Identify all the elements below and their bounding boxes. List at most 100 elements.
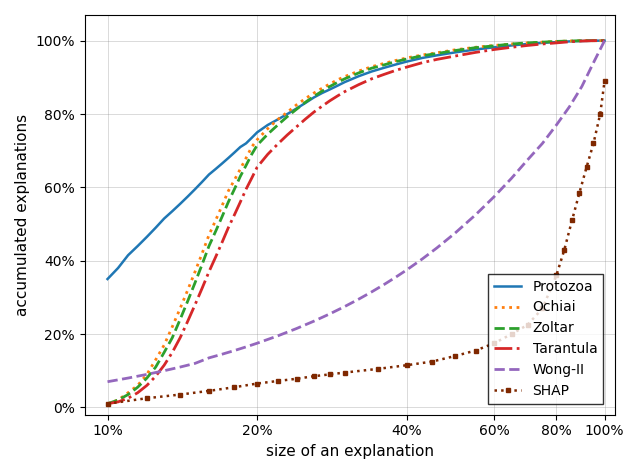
Zoltar: [253, 142, 261, 148]
Tarantula: [472, 50, 479, 55]
Ochiai: [566, 38, 573, 44]
Tarantula: [114, 399, 122, 405]
Ochiai: [248, 144, 255, 150]
Ochiai: [253, 137, 261, 143]
SHAP: [575, 190, 583, 196]
Ochiai: [152, 357, 159, 363]
Protozoa: [589, 38, 597, 44]
Wong-II: [566, 104, 573, 109]
Zoltar: [589, 38, 597, 44]
Zoltar: [490, 43, 498, 49]
SHAP: [539, 306, 547, 311]
Wong-II: [160, 368, 168, 374]
Protozoa: [236, 144, 244, 150]
Wong-II: [104, 379, 111, 384]
Zoltar: [341, 76, 349, 82]
Ochiai: [419, 52, 426, 58]
Tarantula: [326, 98, 333, 104]
Wong-II: [230, 348, 238, 354]
Protozoa: [134, 243, 141, 249]
Protozoa: [242, 140, 250, 146]
Zoltar: [333, 80, 341, 85]
Wong-II: [176, 364, 184, 370]
Ochiai: [578, 38, 586, 44]
Ochiai: [433, 50, 441, 55]
Zoltar: [578, 38, 586, 44]
Ochiai: [218, 203, 226, 209]
Protozoa: [248, 135, 255, 141]
Tarantula: [212, 254, 220, 260]
Protozoa: [198, 179, 206, 185]
Protozoa: [472, 46, 479, 52]
SHAP: [292, 376, 300, 382]
Ochiai: [451, 47, 459, 53]
Wong-II: [392, 274, 399, 280]
Zoltar: [218, 214, 226, 219]
Protozoa: [218, 161, 226, 166]
Protozoa: [433, 53, 441, 58]
Tarantula: [284, 132, 291, 138]
Protozoa: [310, 95, 317, 100]
Protozoa: [225, 155, 232, 161]
Ochiai: [508, 41, 515, 47]
Ochiai: [205, 232, 213, 238]
Ochiai: [490, 43, 498, 48]
Protozoa: [284, 111, 291, 117]
SHAP: [374, 366, 382, 372]
SHAP: [176, 392, 184, 397]
Zoltar: [160, 349, 168, 355]
Zoltar: [355, 70, 362, 76]
Wong-II: [124, 375, 132, 381]
Tarantula: [601, 38, 609, 44]
Zoltar: [433, 51, 441, 56]
Protozoa: [212, 166, 220, 172]
Zoltar: [134, 384, 141, 390]
Tarantula: [508, 45, 515, 50]
Protozoa: [104, 276, 111, 282]
Ochiai: [333, 77, 341, 83]
Ochiai: [191, 269, 199, 274]
Protozoa: [301, 100, 309, 106]
Protozoa: [403, 59, 411, 64]
Ochiai: [212, 218, 220, 223]
Tarantula: [274, 141, 282, 147]
Ochiai: [284, 109, 291, 115]
Protozoa: [292, 106, 300, 111]
Zoltar: [212, 228, 220, 234]
Line: Zoltar: Zoltar: [108, 41, 605, 404]
Wong-II: [368, 289, 376, 295]
Protozoa: [578, 38, 586, 44]
Ochiai: [552, 38, 560, 44]
Protozoa: [524, 41, 531, 47]
Wong-II: [310, 319, 317, 324]
Tarantula: [310, 109, 317, 115]
Ochiai: [184, 287, 191, 293]
Tarantula: [225, 225, 232, 230]
Zoltar: [248, 152, 255, 157]
Ochiai: [301, 96, 309, 101]
Tarantula: [205, 269, 213, 274]
Wong-II: [143, 372, 150, 377]
Protozoa: [333, 83, 341, 89]
Zoltar: [451, 48, 459, 54]
Tarantula: [292, 124, 300, 130]
Zoltar: [403, 56, 411, 62]
Ochiai: [168, 324, 176, 329]
Protozoa: [419, 55, 426, 61]
Zoltar: [264, 131, 271, 137]
Wong-II: [589, 60, 597, 65]
Wong-II: [403, 267, 411, 273]
Tarantula: [248, 175, 255, 181]
Protozoa: [380, 65, 388, 71]
Protozoa: [253, 129, 261, 135]
Ochiai: [380, 61, 388, 66]
Zoltar: [292, 106, 300, 112]
Ochiai: [368, 64, 376, 70]
Protozoa: [114, 265, 122, 271]
Zoltar: [225, 199, 232, 205]
Tarantula: [355, 82, 362, 88]
Tarantula: [168, 349, 176, 355]
Zoltar: [114, 397, 122, 403]
Protozoa: [326, 87, 333, 92]
Zoltar: [198, 262, 206, 267]
